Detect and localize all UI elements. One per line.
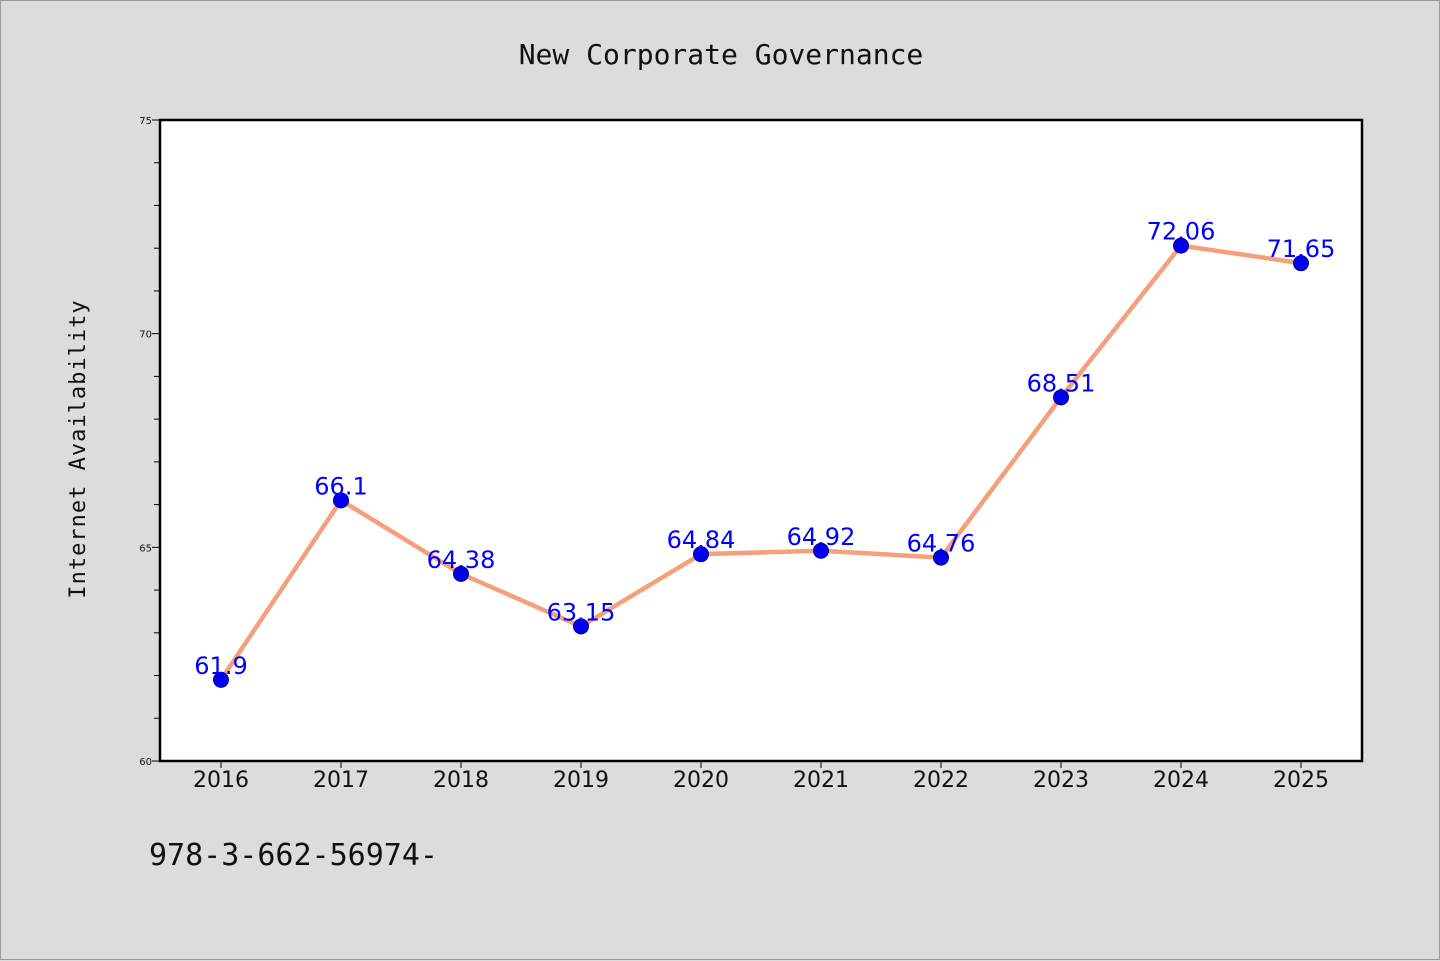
x-tick-label: 2022 [913,768,969,793]
series-line [219,243,1302,682]
data-point [1173,237,1189,254]
x-tick-label: 2020 [673,768,729,793]
data-point [213,671,229,688]
data-label: 64.92 [787,523,856,551]
y-tick-label: 65 [139,543,152,554]
data-point [693,546,709,563]
y-tick-label: 60 [139,757,152,768]
data-point [1053,389,1069,406]
y-tick-label: 75 [139,116,152,127]
x-tick-label: 2024 [1153,768,1209,793]
footnote-text: 978-3-662-56974- [149,838,438,873]
data-point [1293,255,1309,272]
data-label: 72.06 [1147,218,1216,246]
data-label: 66.1 [314,472,367,500]
data-label: 64.38 [427,546,496,574]
x-tick-label: 2023 [1033,768,1089,793]
data-label: 68.51 [1027,369,1096,397]
data-point [933,549,949,566]
x-tick-label: 2021 [793,768,849,793]
data-label: 71.65 [1267,235,1336,263]
data-labels: 61.9 66.1 64.38 63.15 64.84 64.92 64.76 68.51 72… [194,218,1335,680]
x-tick-label: 2025 [1273,768,1329,793]
data-point [573,618,589,635]
y-axis-ticks: 60 65 70 75 [139,116,160,768]
y-tick-label: 70 [139,330,152,341]
data-point [813,542,829,559]
data-point [333,492,349,509]
data-point [453,565,469,582]
data-label: 64.76 [907,530,976,558]
chart-title: New Corporate Governance [519,38,924,71]
data-label: 61.9 [194,652,247,680]
x-tick-label: 2016 [193,768,249,793]
y-axis-label: Internet Availability [66,299,91,598]
x-tick-label: 2018 [433,768,489,793]
x-tick-label: 2017 [313,768,369,793]
plot-area [158,118,1364,763]
x-axis-ticks: 2016 2017 2018 2019 2020 2021 2022 2023 2024 2025 [193,761,1329,793]
data-markers [213,237,1309,688]
data-label: 63.15 [547,598,616,626]
data-label: 64.84 [667,526,736,554]
x-tick-label: 2019 [553,768,609,793]
